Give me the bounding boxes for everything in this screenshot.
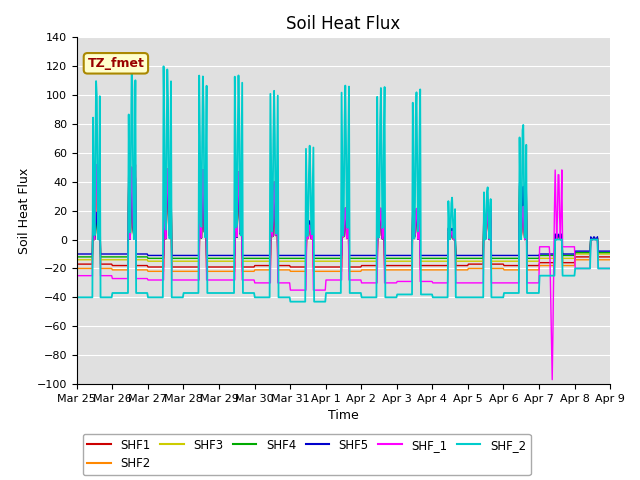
- SHF2: [73, 265, 81, 271]
- SHF1: [83, 261, 90, 267]
- SHF3: [73, 257, 81, 263]
- SHF_2: [138, 290, 146, 296]
- Line: SHF_1: SHF_1: [77, 161, 610, 380]
- SHF1: [410, 217, 417, 223]
- SHF_1: [606, 265, 614, 271]
- SHF_2: [73, 294, 81, 300]
- SHF5: [193, 252, 201, 258]
- SHF_1: [424, 278, 432, 284]
- SHF2: [132, 168, 140, 173]
- SHF_1: [409, 205, 417, 211]
- SHF_2: [606, 265, 614, 271]
- SHF3: [144, 258, 152, 264]
- SHF_1: [548, 377, 556, 383]
- Line: SHF5: SHF5: [77, 172, 610, 255]
- SHF3: [410, 220, 417, 226]
- SHF5: [144, 252, 152, 258]
- SHF5: [410, 218, 417, 224]
- Text: TZ_fmet: TZ_fmet: [88, 57, 145, 70]
- SHF5: [425, 252, 433, 258]
- SHF1: [144, 264, 152, 270]
- SHF4: [138, 254, 145, 260]
- SHF4: [73, 254, 81, 260]
- SHF_1: [193, 277, 200, 283]
- SHF5: [167, 169, 175, 175]
- SHF1: [138, 263, 146, 268]
- SHF4: [83, 254, 90, 260]
- Line: SHF3: SHF3: [77, 176, 610, 261]
- SHF_1: [73, 273, 81, 278]
- SHF1: [193, 264, 201, 270]
- SHF3: [193, 258, 201, 264]
- SHF3: [83, 257, 90, 263]
- SHF1: [425, 263, 433, 268]
- SHF_2: [410, 179, 417, 184]
- SHF3: [221, 258, 229, 264]
- SHF2: [425, 267, 433, 273]
- SHF5: [73, 251, 81, 257]
- SHF4: [144, 255, 152, 261]
- SHF_2: [193, 290, 200, 296]
- Line: SHF2: SHF2: [77, 170, 610, 271]
- SHF_1: [96, 158, 104, 164]
- SHF_2: [425, 291, 433, 297]
- Line: SHF1: SHF1: [77, 165, 610, 267]
- SHF2: [193, 268, 201, 274]
- SHF1: [606, 254, 614, 260]
- SHF_1: [83, 273, 90, 278]
- SHF_2: [83, 294, 90, 300]
- SHF4: [425, 255, 433, 261]
- SHF4: [410, 219, 417, 225]
- Line: SHF4: SHF4: [77, 173, 610, 258]
- SHF5: [606, 248, 614, 254]
- SHF_1: [221, 277, 228, 283]
- SHF3: [606, 251, 614, 257]
- SHF1: [221, 264, 229, 270]
- SHF_2: [221, 290, 228, 296]
- SHF_2: [287, 299, 294, 304]
- SHF3: [138, 257, 145, 263]
- SHF4: [193, 255, 201, 261]
- SHF5: [83, 251, 90, 257]
- SHF_2: [128, 63, 136, 69]
- SHF4: [221, 255, 229, 261]
- SHF2: [410, 219, 417, 225]
- SHF1: [132, 162, 140, 168]
- SHF5: [221, 252, 229, 258]
- SHF3: [425, 258, 433, 264]
- SHF2: [221, 268, 229, 274]
- SHF4: [606, 250, 614, 255]
- SHF1: [73, 261, 81, 267]
- SHF5: [138, 251, 145, 257]
- SHF4: [167, 170, 175, 176]
- Y-axis label: Soil Heat Flux: Soil Heat Flux: [18, 168, 31, 254]
- SHF_1: [138, 276, 146, 281]
- Title: Soil Heat Flux: Soil Heat Flux: [286, 15, 401, 33]
- X-axis label: Time: Time: [328, 409, 359, 422]
- SHF2: [138, 267, 146, 273]
- SHF2: [144, 268, 152, 274]
- SHF3: [167, 173, 175, 179]
- Legend: SHF1, SHF2, SHF3, SHF4, SHF5, SHF_1, SHF_2: SHF1, SHF2, SHF3, SHF4, SHF5, SHF_1, SHF…: [83, 434, 531, 475]
- SHF2: [606, 257, 614, 263]
- Line: SHF_2: SHF_2: [77, 66, 610, 301]
- SHF2: [83, 265, 90, 271]
